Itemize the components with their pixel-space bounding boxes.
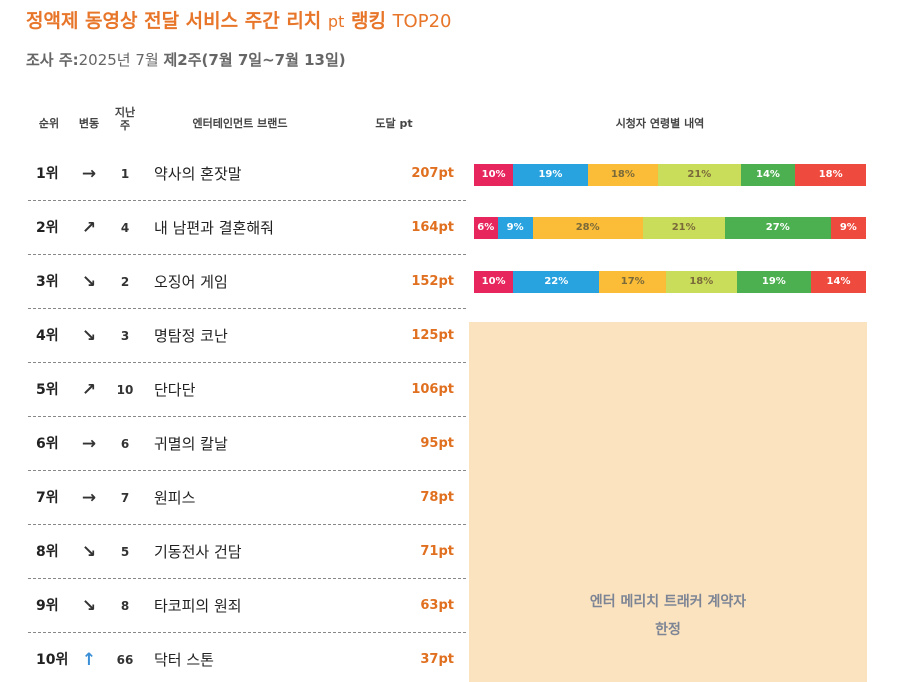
brand-cell: 약사의 혼잣말: [154, 165, 242, 183]
age-segment: 27%: [724, 217, 831, 239]
table-row[interactable]: 4위 ↘ 3 명탐정 코난 125pt: [28, 309, 466, 363]
change-arrow-icon: ↑: [81, 650, 97, 670]
age-segment: 14%: [811, 271, 866, 293]
age-segment: 19%: [513, 164, 588, 186]
rank-cell: 8위: [36, 544, 59, 560]
header-rank: 순위: [38, 117, 60, 130]
last-week-cell: 66: [116, 653, 134, 667]
brand-cell: 명탐정 코난: [154, 327, 228, 345]
table-row[interactable]: 8위 ↘ 5 기동전사 건담 71pt: [28, 525, 466, 579]
title-main: 정액제 동영상 전달 서비스 주간 리치: [26, 10, 322, 32]
brand-cell: 단다단: [154, 381, 196, 399]
rank-cell: 6위: [36, 436, 59, 452]
age-segment: 18%: [666, 271, 737, 293]
age-segment: 6%: [474, 217, 498, 239]
age-segment: 28%: [532, 217, 643, 239]
change-arrow-icon: ↗: [81, 218, 97, 238]
age-segment: 22%: [513, 271, 600, 293]
change-arrow-icon: →: [81, 488, 97, 508]
reach-pt-cell: 164pt: [411, 220, 454, 235]
brand-cell: 타코피의 원죄: [154, 597, 242, 615]
survey-year: 2025년 7월: [78, 51, 164, 69]
last-week-cell: 8: [120, 599, 130, 613]
age-segment: 10%: [474, 164, 514, 186]
header-last-week: 지난 주: [114, 106, 136, 132]
page-title: 정액제 동영상 전달 서비스 주간 리치 pt 랭킹 TOP20: [26, 6, 451, 33]
rank-cell: 2위: [36, 220, 59, 236]
header-reach: 도달 pt: [375, 117, 413, 130]
rank-cell: 3위: [36, 274, 59, 290]
age-segment: 17%: [599, 271, 667, 293]
change-arrow-icon: ↘: [81, 326, 97, 346]
survey-week: 조사 주:2025년 7월 제2주(7월 7일~7월 13일): [26, 49, 346, 70]
age-segment: 14%: [740, 164, 796, 186]
header-change: 변동: [78, 117, 100, 130]
rank-cell: 10위: [36, 652, 69, 668]
table-row[interactable]: 6위 → 6 귀멸의 칼날 95pt: [28, 417, 466, 471]
reach-pt-cell: 37pt: [420, 652, 454, 667]
reach-pt-cell: 71pt: [420, 544, 454, 559]
header-brand: 엔터테인먼트 브랜드: [192, 117, 288, 130]
age-segment: 9%: [497, 217, 533, 239]
last-week-cell: 3: [120, 329, 130, 343]
last-week-cell: 4: [120, 221, 130, 235]
last-week-cell: 1: [120, 167, 130, 181]
table-row[interactable]: 7위 → 7 원피스 78pt: [28, 471, 466, 525]
age-segment: 9%: [830, 217, 866, 239]
locked-message: 엔터 메리치 트래커 계약자 한정: [589, 594, 747, 638]
table-row[interactable]: 1위 → 1 약사의 혼잣말 207pt: [28, 147, 466, 201]
change-arrow-icon: →: [81, 434, 97, 454]
last-week-cell: 2: [120, 275, 130, 289]
table-row[interactable]: 10위 ↑ 66 닥터 스톤 37pt: [28, 633, 466, 682]
brand-cell: 원피스: [154, 489, 196, 507]
rank-cell: 5위: [36, 382, 59, 398]
change-arrow-icon: ↗: [81, 380, 97, 400]
age-segment: 21%: [658, 164, 741, 186]
change-arrow-icon: ↘: [81, 542, 97, 562]
last-week-cell: 10: [116, 383, 134, 397]
age-stacked-bar: 6% 9% 28% 21% 27% 9%: [474, 217, 866, 239]
rank-cell: 4위: [36, 328, 59, 344]
change-arrow-icon: ↘: [81, 272, 97, 292]
table-row[interactable]: 3위 ↘ 2 오징어 게임 152pt: [28, 255, 466, 309]
change-arrow-icon: ↘: [81, 596, 97, 616]
last-week-cell: 6: [120, 437, 130, 451]
locked-overlay: 엔터 메리치 트래커 계약자 한정: [469, 322, 867, 682]
reach-pt-cell: 106pt: [411, 382, 454, 397]
age-stacked-bar: 10% 22% 17% 18% 19% 14%: [474, 271, 866, 293]
brand-cell: 내 남편과 결혼해줘: [154, 219, 274, 237]
rank-cell: 1위: [36, 166, 59, 182]
age-segment: 21%: [642, 217, 725, 239]
reach-pt-cell: 78pt: [420, 490, 454, 505]
table-row[interactable]: 5위 ↗ 10 단다단 106pt: [28, 363, 466, 417]
header-viewer-breakdown: 시청자 연령별 내역: [615, 117, 705, 130]
age-segment: 18%: [795, 164, 866, 186]
title-rank-label: 랭킹: [350, 10, 386, 32]
brand-cell: 기동전사 건담: [154, 543, 242, 561]
table-row[interactable]: 2위 ↗ 4 내 남편과 결혼해줘 164pt: [28, 201, 466, 255]
age-segment: 18%: [587, 164, 659, 186]
survey-range: (7월 7일~7월 13일): [201, 51, 346, 69]
rank-cell: 9위: [36, 598, 59, 614]
age-stacked-bar: 10% 19% 18% 21% 14% 18%: [474, 164, 866, 186]
last-week-cell: 7: [120, 491, 130, 505]
brand-cell: 오징어 게임: [154, 273, 228, 291]
reach-pt-cell: 63pt: [420, 598, 454, 613]
last-week-cell: 5: [120, 545, 130, 559]
title-unit: pt: [327, 12, 345, 31]
change-arrow-icon: →: [81, 164, 97, 184]
rank-cell: 7위: [36, 490, 59, 506]
reach-pt-cell: 152pt: [411, 274, 454, 289]
survey-week-num: 제2주: [163, 51, 202, 69]
reach-pt-cell: 207pt: [411, 166, 454, 181]
title-top: TOP20: [392, 11, 452, 32]
survey-label: 조사 주:: [26, 51, 79, 69]
reach-pt-cell: 95pt: [420, 436, 454, 451]
reach-pt-cell: 125pt: [411, 328, 454, 343]
brand-cell: 닥터 스톤: [154, 651, 214, 669]
brand-cell: 귀멸의 칼날: [154, 435, 228, 453]
age-segment: 19%: [736, 271, 812, 293]
age-segment: 10%: [474, 271, 514, 293]
table-row[interactable]: 9위 ↘ 8 타코피의 원죄 63pt: [28, 579, 466, 633]
